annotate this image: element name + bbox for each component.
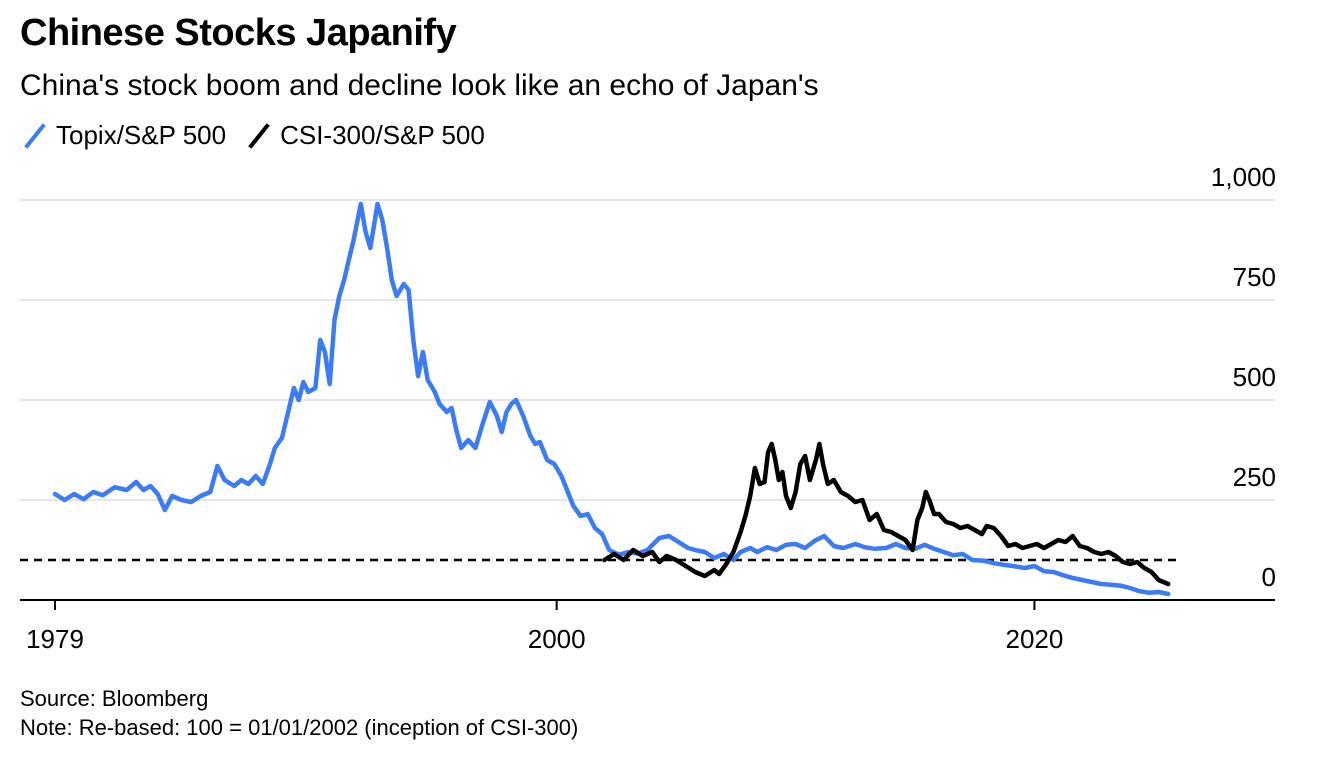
y-tick-label: 500 — [1233, 362, 1276, 392]
x-tick-label: 1979 — [26, 624, 84, 654]
slash-line-black-icon — [248, 122, 270, 149]
legend-item-csi: CSI-300/S&P 500 — [248, 120, 485, 151]
line-chart: 0 250 500 750 1,000 1979 2000 2020 — [20, 162, 1276, 654]
slash-line-blue-icon — [24, 122, 46, 149]
rebase-note: Note: Re-based: 100 = 01/01/2002 (incept… — [20, 715, 579, 740]
series-lines — [20, 201, 1180, 597]
series-line-topix — [52, 201, 1171, 597]
chart-subtitle: China's stock boom and decline look like… — [20, 69, 819, 102]
y-tick-label: 750 — [1233, 262, 1276, 292]
x-tick-label: 2020 — [1006, 624, 1064, 654]
legend-label-csi: CSI-300/S&P 500 — [280, 120, 485, 150]
axes: 0 250 500 750 1,000 1979 2000 2020 — [20, 162, 1276, 654]
legend-label-topix: Topix/S&P 500 — [56, 120, 227, 150]
gridlines — [20, 199, 1275, 501]
y-tick-label: 250 — [1233, 462, 1276, 492]
y-tick-label: 0 — [1262, 562, 1276, 592]
chart-footer: Source: Bloomberg Note: Re-based: 100 = … — [20, 684, 578, 742]
legend: Topix/S&P 500 CSI-300/S&P 500 — [24, 120, 485, 151]
legend-item-topix: Topix/S&P 500 — [24, 120, 226, 151]
x-tick-label: 2000 — [528, 624, 586, 654]
source-note: Source: Bloomberg — [20, 686, 209, 711]
y-tick-label: 1,000 — [1211, 162, 1276, 192]
chart-title: Chinese Stocks Japanify — [20, 12, 457, 54]
series-line-csi300 — [602, 441, 1171, 587]
